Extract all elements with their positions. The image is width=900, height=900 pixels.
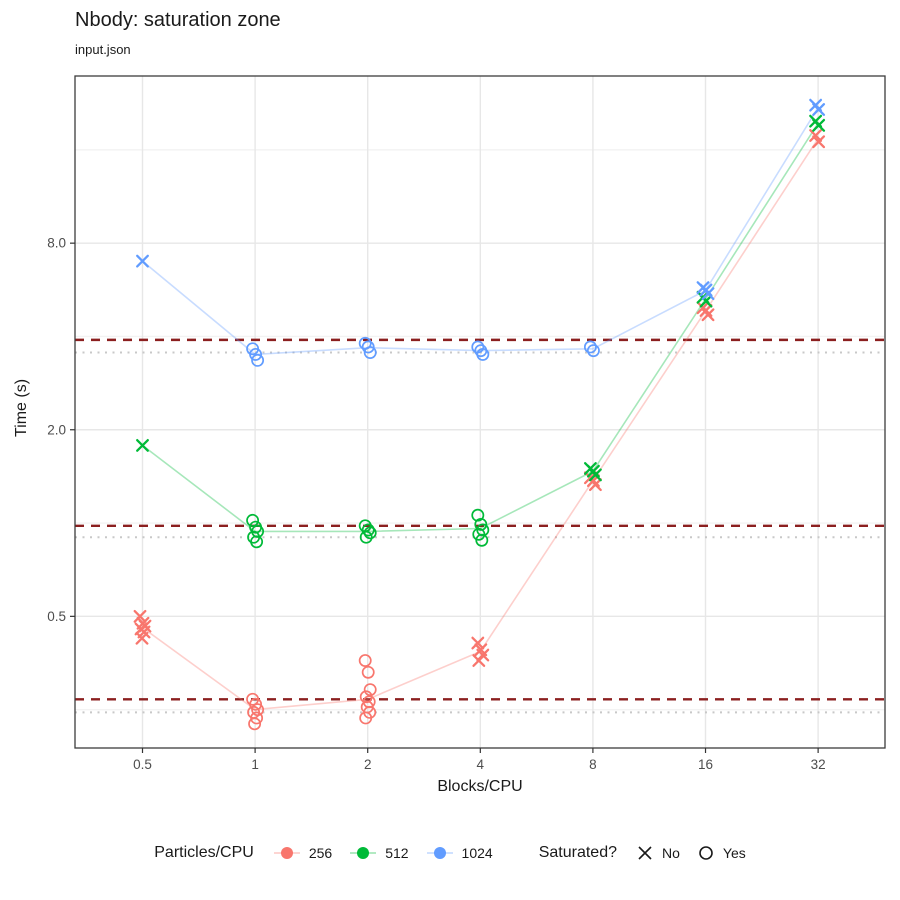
x-tick-label: 16: [698, 757, 713, 772]
legend-key-dot-icon: [273, 847, 300, 859]
point-unsaturated-512: [588, 468, 602, 482]
point-saturated-1024: [361, 340, 375, 354]
point-saturated-1024: [586, 344, 600, 358]
x-tick-label: 2: [364, 757, 372, 772]
point-unsaturated-256: [701, 308, 715, 322]
point-saturated-512: [246, 513, 260, 527]
legend-key-circle-icon: [699, 846, 713, 860]
legend-item-512: 512: [348, 844, 409, 862]
point-unsaturated-512: [812, 118, 826, 132]
y-axis-label: Time (s): [13, 378, 30, 438]
legend-key-dot-icon: [350, 847, 377, 859]
point-saturated-512: [250, 535, 264, 549]
point-saturated-256: [248, 717, 262, 731]
point-saturated-512: [472, 527, 486, 541]
point-unsaturated-256: [812, 135, 826, 149]
legend-item-1024: 1024: [425, 844, 493, 862]
legend-item-label: 1024: [461, 845, 493, 861]
point-saturated-1024: [249, 347, 263, 361]
point-unsaturated-256: [135, 631, 149, 645]
legend: Particles/CPU 256 512 1024 Saturated? No Yes: [0, 843, 900, 863]
point-saturated-256: [361, 665, 375, 679]
chart-title: Nbody: saturation zone: [75, 9, 281, 31]
x-tick-label: 4: [477, 757, 485, 772]
point-unsaturated-1024: [812, 103, 826, 116]
point-saturated-256: [359, 711, 373, 725]
legend-title-saturated: Saturated?: [538, 844, 617, 861]
legend-item-label: 512: [385, 845, 409, 861]
point-saturated-256: [363, 683, 377, 697]
y-tick-label: 8.0: [47, 236, 66, 251]
point-unsaturated-256: [472, 654, 486, 668]
point-saturated-512: [474, 517, 488, 531]
legend-item-yes: Yes: [696, 843, 746, 863]
point-unsaturated-256: [588, 478, 602, 492]
point-saturated-256: [250, 711, 264, 725]
point-saturated-512: [361, 523, 375, 537]
point-unsaturated-256: [471, 636, 485, 650]
point-saturated-1024: [476, 347, 490, 361]
x-axis-label: Blocks/CPU: [437, 778, 523, 795]
y-tick-label: 0.5: [47, 609, 66, 624]
y-tick-label: 2.0: [47, 422, 66, 437]
point-unsaturated-512: [136, 438, 149, 452]
point-saturated-512: [359, 530, 373, 544]
legend-title-particles: Particles/CPU: [154, 844, 254, 861]
legend-item-label: Yes: [722, 845, 746, 861]
nbody-saturation-chart: 0.5 1 2 4 8 16 32 8.0 2.0 0.5: [47, 75, 886, 772]
point-unsaturated-256: [133, 609, 147, 623]
point-saturated-512: [363, 526, 377, 540]
point-unsaturated-256: [809, 129, 823, 142]
point-saturated-256: [358, 654, 372, 668]
legend-item-label: 256: [308, 845, 333, 861]
point-saturated-512: [471, 508, 485, 522]
x-tick-label: 1: [251, 757, 259, 772]
point-unsaturated-1024: [136, 254, 149, 268]
point-saturated-1024: [583, 340, 597, 354]
point-unsaturated-1024: [701, 287, 715, 301]
point-saturated-1024: [363, 346, 377, 359]
x-tick-label: 32: [811, 757, 826, 772]
legend-item-label: No: [661, 845, 680, 861]
legend-item-no: No: [635, 843, 680, 863]
legend-item-256: 256: [272, 844, 332, 862]
legend-key-dot-icon: [426, 847, 453, 859]
point-saturated-1024: [251, 353, 265, 367]
chart-subtitle: input.json: [75, 42, 131, 57]
x-tick-label: 8: [589, 757, 597, 772]
point-saturated-512: [475, 533, 489, 547]
x-tick-label: 0.5: [133, 757, 152, 772]
legend-key-cross-icon: [638, 846, 652, 860]
